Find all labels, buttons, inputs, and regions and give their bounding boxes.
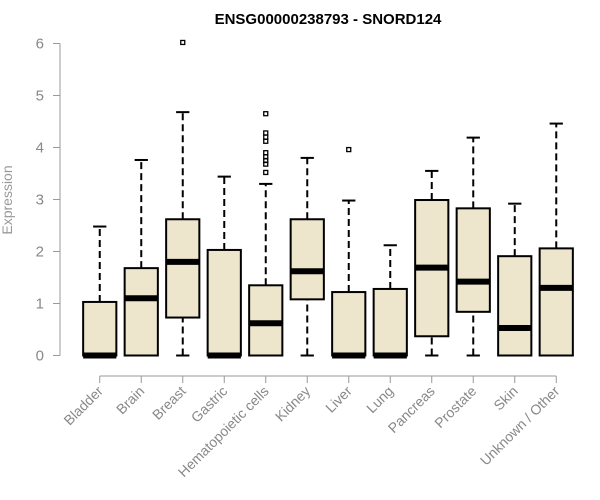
x-tick-label: Kidney — [272, 383, 314, 425]
box-breast — [165, 39, 201, 357]
outlier-point — [180, 39, 186, 46]
box-lung — [372, 244, 408, 359]
outlier-point — [263, 130, 269, 136]
box-pancreas — [414, 169, 450, 357]
x-tick-label: Liver — [322, 383, 355, 416]
iqr-box — [497, 255, 533, 357]
boxes-group — [82, 39, 574, 359]
box-bladder — [82, 225, 118, 359]
x-tick-label: Bladder — [60, 383, 106, 429]
outlier-point — [346, 146, 352, 153]
x-tick-label: Skin — [490, 383, 521, 414]
box-prostate — [455, 136, 491, 357]
outlier-point — [263, 154, 269, 160]
box-kidney — [289, 156, 325, 357]
iqr-box — [372, 287, 408, 357]
y-tick-label: 0 — [36, 348, 44, 365]
box-gastric — [206, 175, 242, 359]
y-tick-label: 4 — [36, 140, 44, 157]
outlier-point — [263, 111, 269, 117]
box-unknown-other — [538, 122, 574, 357]
x-tick-label: Brain — [113, 383, 147, 417]
outlier-point — [263, 134, 269, 140]
iqr-box — [82, 300, 118, 357]
y-tick-label: 5 — [36, 88, 44, 105]
y-tick-label: 2 — [36, 244, 44, 261]
iqr-box — [455, 207, 491, 313]
iqr-box — [331, 291, 367, 357]
chart-title: ENSG00000238793 - SNORD124 — [215, 11, 442, 28]
outlier-point — [263, 138, 269, 144]
y-axis-label: Expression — [0, 165, 15, 234]
box-brain — [123, 158, 159, 357]
x-tick-label: Lung — [363, 383, 396, 416]
x-tick-label: Unknown / Other — [477, 383, 563, 469]
x-tick-label: Breast — [149, 383, 189, 423]
y-tick-label: 1 — [36, 296, 44, 313]
iqr-box — [289, 218, 325, 301]
outlier-point — [263, 150, 269, 156]
iqr-box — [206, 248, 242, 357]
iqr-box — [538, 247, 574, 357]
box-liver — [331, 146, 367, 359]
iqr-box — [165, 218, 201, 319]
y-tick-label: 3 — [36, 192, 44, 209]
box-hematopoietic-cells — [248, 111, 284, 357]
box-skin — [497, 202, 533, 357]
x-tick-label: Prostate — [431, 383, 479, 431]
y-tick-label: 6 — [36, 36, 44, 53]
y-axis: 0 1 2 3 4 5 6 — [36, 36, 61, 365]
outlier-point — [263, 169, 269, 176]
iqr-box — [123, 267, 159, 357]
